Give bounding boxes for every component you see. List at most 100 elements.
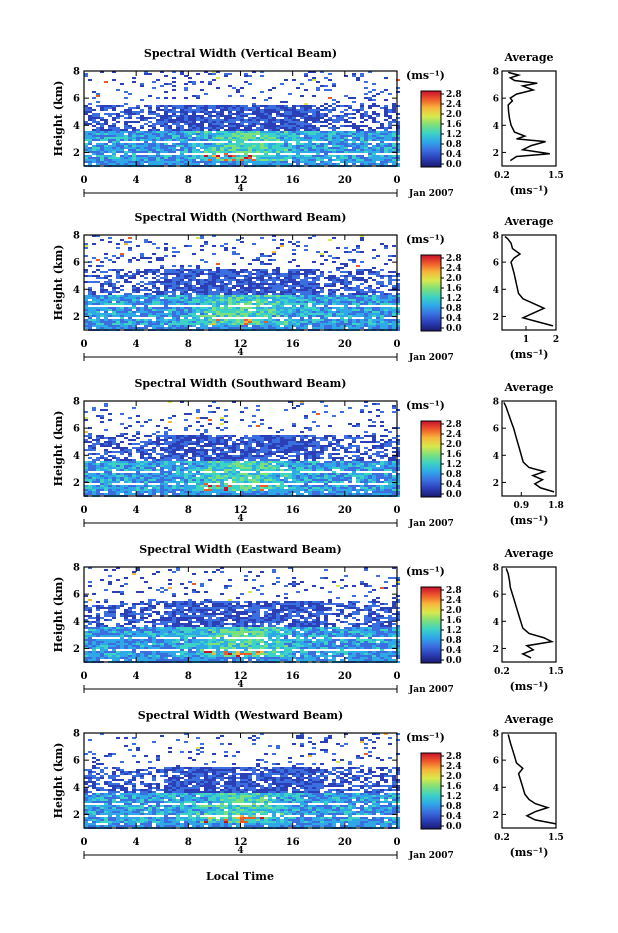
- heatmap-cell: [148, 301, 152, 303]
- heatmap-cell: [268, 143, 272, 145]
- heatmap-cell: [96, 123, 100, 125]
- heatmap-cell: [188, 115, 192, 117]
- heatmap-cell: [260, 133, 264, 135]
- heatmap-cell: [276, 139, 280, 141]
- heatmap-cell: [196, 73, 200, 75]
- heatmap-cell: [340, 439, 344, 441]
- heatmap-cell: [316, 297, 320, 299]
- heatmap-cell: [164, 289, 168, 291]
- heatmap-cell: [320, 85, 324, 87]
- heatmap-cell: [212, 163, 216, 165]
- heatmap-cell: [228, 147, 232, 149]
- heatmap-cell: [304, 297, 308, 299]
- heatmap-cell: [348, 319, 352, 321]
- heatmap-cell: [324, 259, 328, 261]
- heatmap-cell: [300, 133, 304, 135]
- heatmap-cell: [332, 103, 336, 105]
- heatmap-cell: [160, 121, 164, 123]
- heatmap-cell: [288, 145, 292, 147]
- heatmap-cell: [116, 137, 120, 139]
- heatmap-cell: [128, 155, 132, 157]
- heatmap-cell: [308, 159, 312, 161]
- heatmap-cell: [212, 133, 216, 135]
- heatmap-cell: [380, 299, 384, 301]
- heatmap-cell: [244, 297, 248, 299]
- heatmap-cell: [260, 117, 264, 119]
- heatmap-cell: [184, 303, 188, 305]
- heatmap-cell: [136, 151, 140, 153]
- heatmap-cell: [208, 151, 212, 153]
- heatmap-cell: [112, 283, 116, 285]
- heatmap-cell: [224, 271, 228, 273]
- heatmap-cell: [156, 257, 160, 259]
- heatmap-cell: [132, 315, 136, 317]
- heatmap-cell: [100, 409, 104, 411]
- heatmap-cell: [372, 295, 376, 297]
- heatmap-cell: [188, 139, 192, 141]
- heatmap-cell: [204, 241, 208, 243]
- heatmap-cell: [244, 115, 248, 117]
- heatmap-cell: [276, 145, 280, 147]
- heatmap-cell: [296, 283, 300, 285]
- heatmap-cell: [196, 143, 200, 145]
- heatmap-cell: [288, 93, 292, 95]
- heatmap-cell: [132, 435, 136, 437]
- heatmap-cell: [252, 125, 256, 127]
- heatmap-cell: [252, 327, 256, 329]
- heatmap-cell: [136, 273, 140, 275]
- heatmap-cell: [204, 317, 208, 319]
- heatmap-cell: [388, 301, 392, 303]
- heatmap-cell: [332, 145, 336, 147]
- heatmap-cell: [304, 291, 308, 293]
- heatmap-cell: [336, 445, 340, 447]
- heatmap-cell: [344, 277, 348, 279]
- heatmap-cell: [280, 303, 284, 305]
- heatmap-cell: [256, 283, 260, 285]
- heatmap-cell: [364, 149, 368, 151]
- heatmap-cell: [148, 117, 152, 119]
- heatmap-cell: [316, 321, 320, 323]
- heatmap-cell: [328, 311, 332, 313]
- heatmap-cell: [308, 129, 312, 131]
- heatmap-cell: [312, 79, 316, 81]
- heatmap-cell: [292, 303, 296, 305]
- heatmap-cell: [308, 141, 312, 143]
- heatmap-cell: [152, 139, 156, 141]
- heatmap-cell: [288, 157, 292, 159]
- heatmap-cell: [296, 265, 300, 267]
- heatmap-cell: [148, 289, 152, 291]
- heatmap-cell: [320, 135, 324, 137]
- heatmap-cell: [368, 161, 372, 163]
- heatmap-cell: [312, 149, 316, 151]
- heatmap-cell: [192, 163, 196, 165]
- heatmap-cell: [348, 447, 352, 449]
- heatmap-cell: [148, 323, 152, 325]
- heatmap-cell: [164, 283, 168, 285]
- date-marker: 4: [237, 184, 243, 194]
- heatmap-cell: [300, 131, 304, 133]
- heatmap-cell: [216, 145, 220, 147]
- heatmap-cell: [328, 73, 332, 75]
- heatmap-cell: [328, 307, 332, 309]
- heatmap-cell: [296, 405, 300, 407]
- heatmap-cell: [312, 321, 316, 323]
- heatmap-cell: [308, 309, 312, 311]
- heatmap-cell: [248, 121, 252, 123]
- heatmap-cell: [216, 135, 220, 137]
- heatmap-cell: [232, 157, 236, 159]
- heatmap-cell: [308, 311, 312, 313]
- heatmap-cell: [236, 149, 240, 151]
- heatmap-cell: [304, 245, 308, 247]
- heatmap-cell: [272, 109, 276, 111]
- heatmap-cell: [304, 157, 308, 159]
- heatmap-cell: [256, 123, 260, 125]
- heatmap-cell: [376, 157, 380, 159]
- heatmap-cell: [176, 127, 180, 129]
- heatmap-cell: [248, 119, 252, 121]
- heatmap-cell: [380, 147, 384, 149]
- heatmap-cell: [148, 319, 152, 321]
- heatmap-cell: [324, 149, 328, 151]
- heatmap-cell: [124, 307, 128, 309]
- heatmap-cell: [288, 261, 292, 263]
- heatmap-cell: [368, 129, 372, 131]
